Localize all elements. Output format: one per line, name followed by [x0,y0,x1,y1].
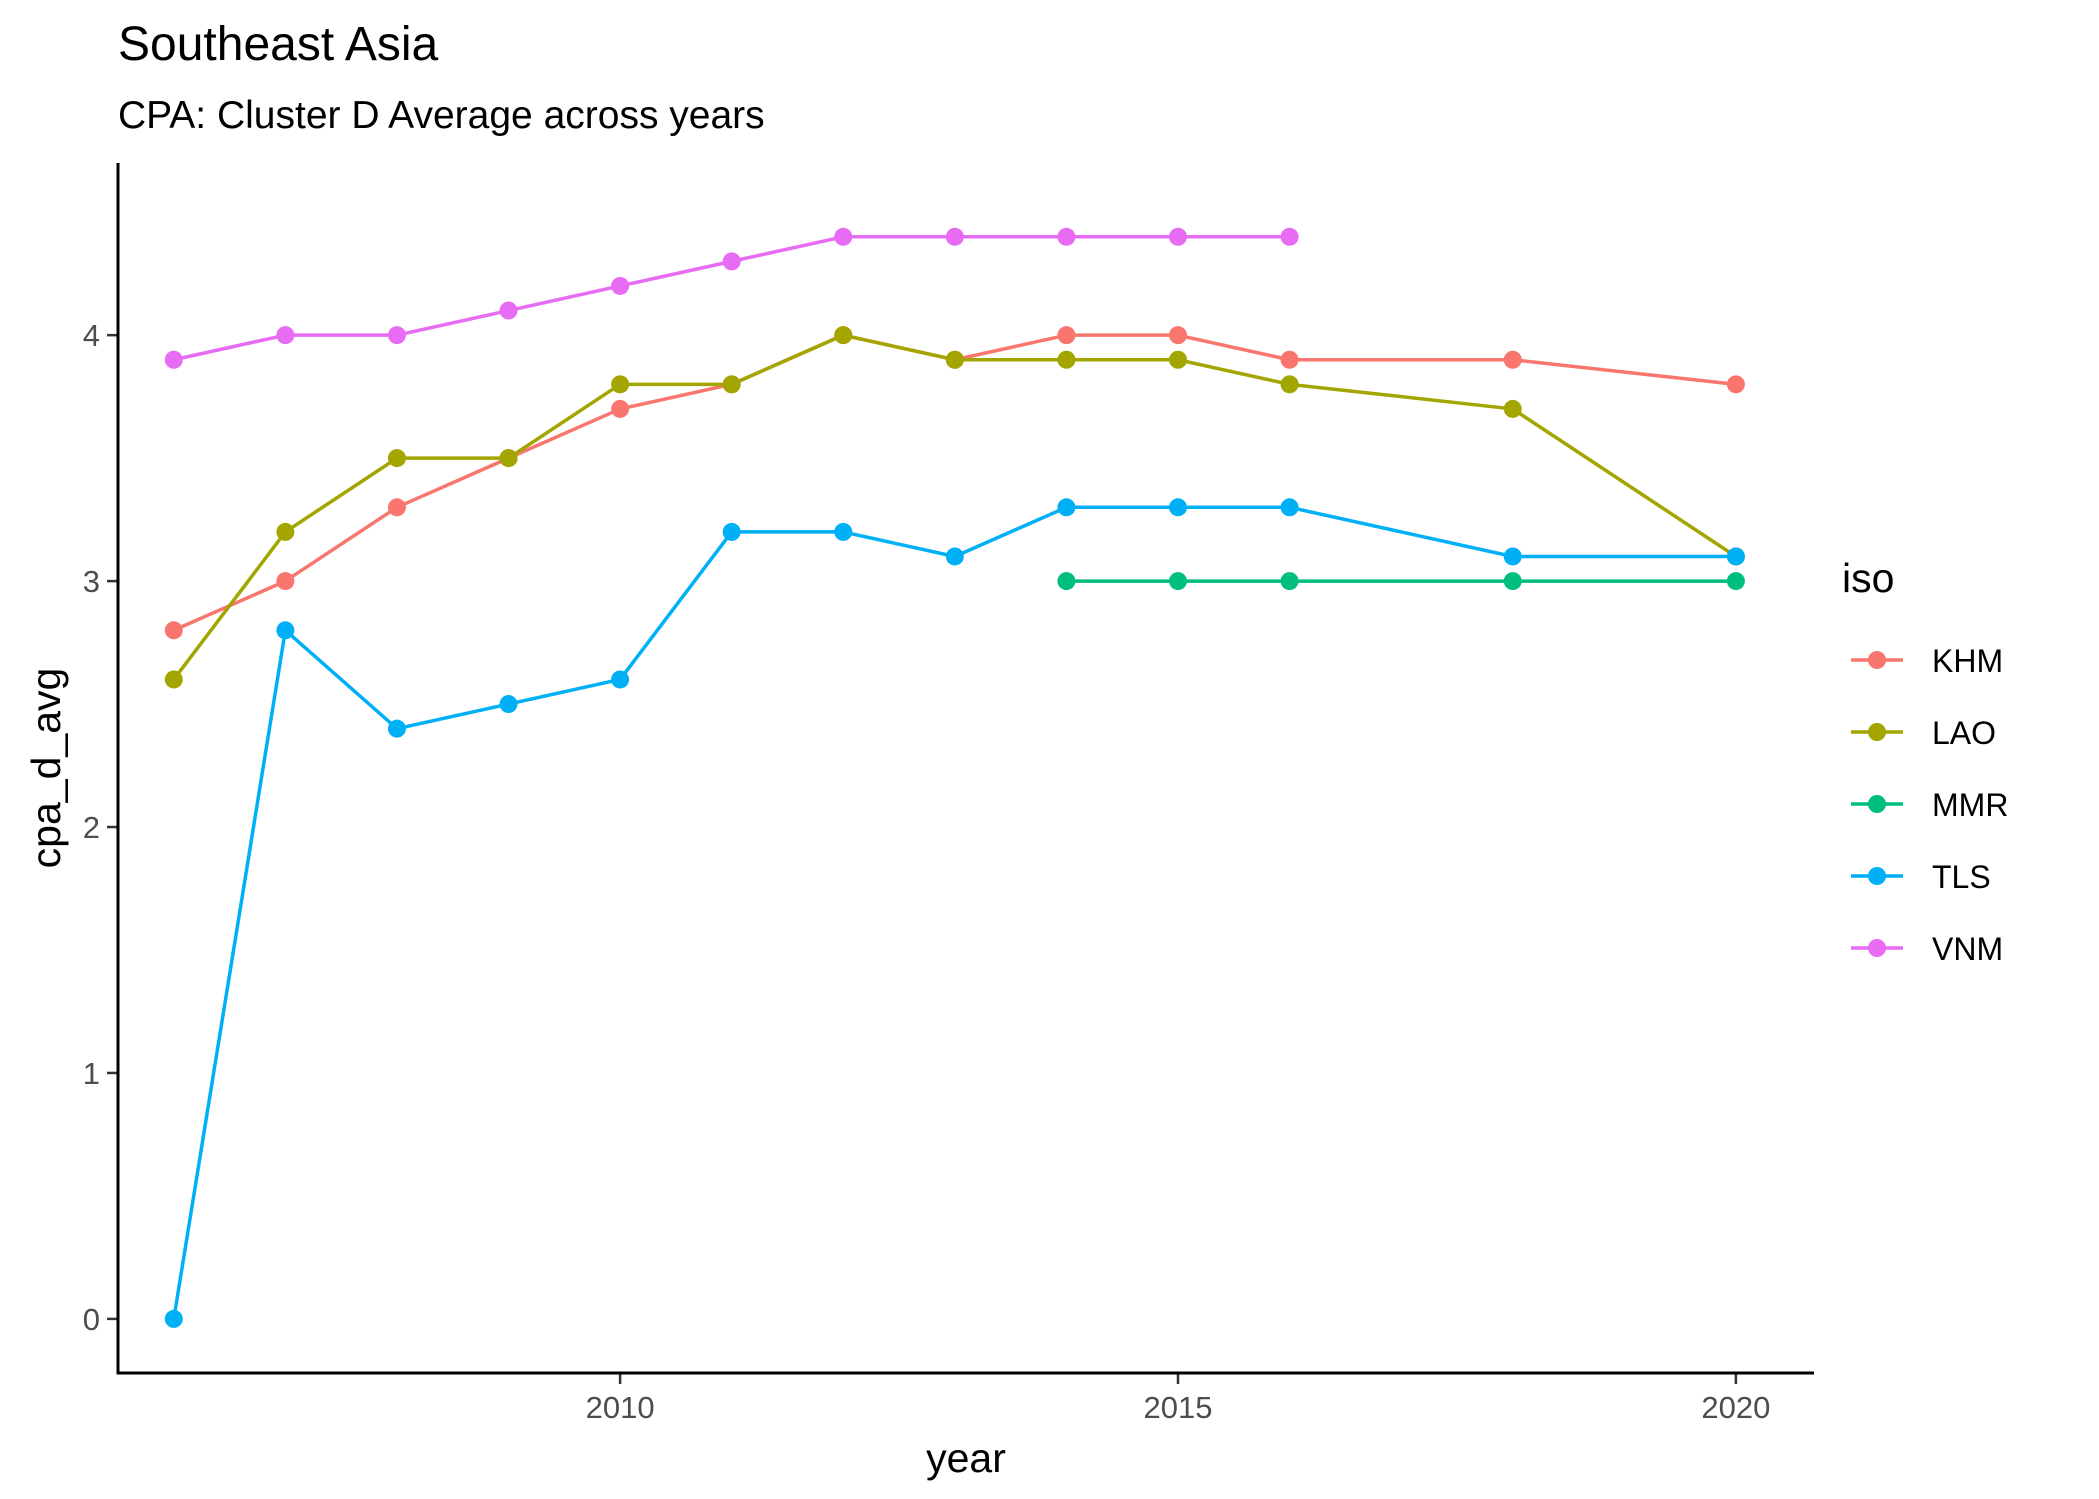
data-point-lao [722,375,741,394]
data-point-vnm [387,326,406,345]
x-axis-ticks: 2010 2015 2020 [586,1374,1770,1425]
data-point-lao [611,375,630,394]
data-point-lao [945,350,964,369]
x-tick-label: 2010 [586,1390,655,1425]
data-point-tls [1726,547,1745,566]
data-point-lao [834,326,853,345]
y-tick-label: 1 [83,1056,100,1091]
series-points-vnm [164,227,1299,369]
data-point-lao [1280,375,1299,394]
y-tick-label: 3 [83,564,100,599]
legend: iso KHM LAO MMR TLS VNM [1842,555,2008,967]
legend-label: TLS [1932,859,1991,895]
data-point-vnm [611,276,630,295]
chart-subtitle: CPA: Cluster D Average across years [118,94,765,137]
legend-item-vnm: VNM [1851,931,2003,967]
data-point-tls [164,1309,183,1328]
chart-title: Southeast Asia [118,18,439,71]
legend-key-point [1868,939,1886,957]
data-point-tls [1169,498,1187,517]
y-axis-ticks: 0 1 2 3 4 [83,318,117,1337]
legend-item-khm: KHM [1851,643,2003,679]
x-tick-label: 2015 [1144,1390,1213,1425]
legend-key-point [1868,651,1886,669]
legend-key-point [1868,723,1886,741]
data-point-mmr [1503,572,1522,591]
data-point-lao [164,670,183,689]
legend-title: iso [1842,555,1894,601]
data-point-tls [945,547,964,566]
series-layer [164,227,1745,1328]
legend-label: KHM [1932,643,2003,679]
data-point-khm [1726,375,1745,394]
data-point-tls [1057,498,1076,517]
data-point-tls [834,522,853,541]
data-point-tls [1503,547,1522,566]
series-points-khm [164,326,1745,640]
legend-item-mmr: MMR [1851,787,2008,823]
data-point-khm [387,498,406,517]
plot-area: 2010 2015 2020 0 1 2 3 4 [83,163,1814,1425]
data-point-lao [276,522,295,541]
series-line-lao [172,333,1738,682]
legend-key-point [1868,867,1886,885]
legend-key-point [1868,795,1886,813]
legend-items: KHM LAO MMR TLS VNM [1851,643,2008,967]
legend-label: LAO [1932,715,1996,751]
data-point-vnm [834,227,853,246]
data-point-vnm [722,252,741,271]
data-point-khm [1169,326,1187,345]
data-point-lao [1057,350,1076,369]
data-point-vnm [276,326,295,345]
data-point-mmr [1169,572,1187,591]
y-tick-label: 0 [83,1302,100,1337]
data-point-tls [387,719,406,738]
data-point-tls [611,670,630,689]
series-line-tls [172,505,1738,1321]
legend-label: MMR [1932,787,2008,823]
data-point-vnm [945,227,964,246]
series-line-khm [172,333,1738,633]
data-point-khm [164,621,183,640]
data-point-mmr [1280,572,1299,591]
data-point-tls [722,522,741,541]
data-point-tls [1280,498,1299,517]
data-point-mmr [1726,572,1745,591]
data-point-vnm [164,350,183,369]
data-point-khm [1057,326,1076,345]
data-point-mmr [1057,572,1076,591]
series-lao [172,333,1738,682]
data-point-lao [387,449,406,468]
y-tick-label: 4 [83,318,100,353]
y-axis-title: cpa_d_avg [23,668,69,869]
x-tick-label: 2020 [1701,1390,1770,1425]
data-point-khm [1280,350,1299,369]
legend-item-tls: TLS [1851,859,1991,895]
data-point-vnm [1057,227,1076,246]
data-point-khm [611,399,630,418]
data-point-tls [499,695,518,714]
series-points-mmr [1057,572,1745,591]
series-points-tls [164,498,1745,1328]
data-point-tls [276,621,295,640]
data-point-lao [499,449,518,468]
data-point-lao [1503,399,1522,418]
data-point-vnm [1169,227,1187,246]
data-point-khm [276,572,295,591]
data-point-vnm [1280,227,1299,246]
legend-item-lao: LAO [1851,715,1996,751]
series-tls [172,505,1738,1321]
data-point-vnm [499,301,518,320]
legend-label: VNM [1932,931,2003,967]
data-point-lao [1169,350,1187,369]
x-axis-title: year [926,1435,1006,1481]
data-point-khm [1503,350,1522,369]
y-tick-label: 2 [83,810,100,845]
series-khm [172,333,1738,633]
